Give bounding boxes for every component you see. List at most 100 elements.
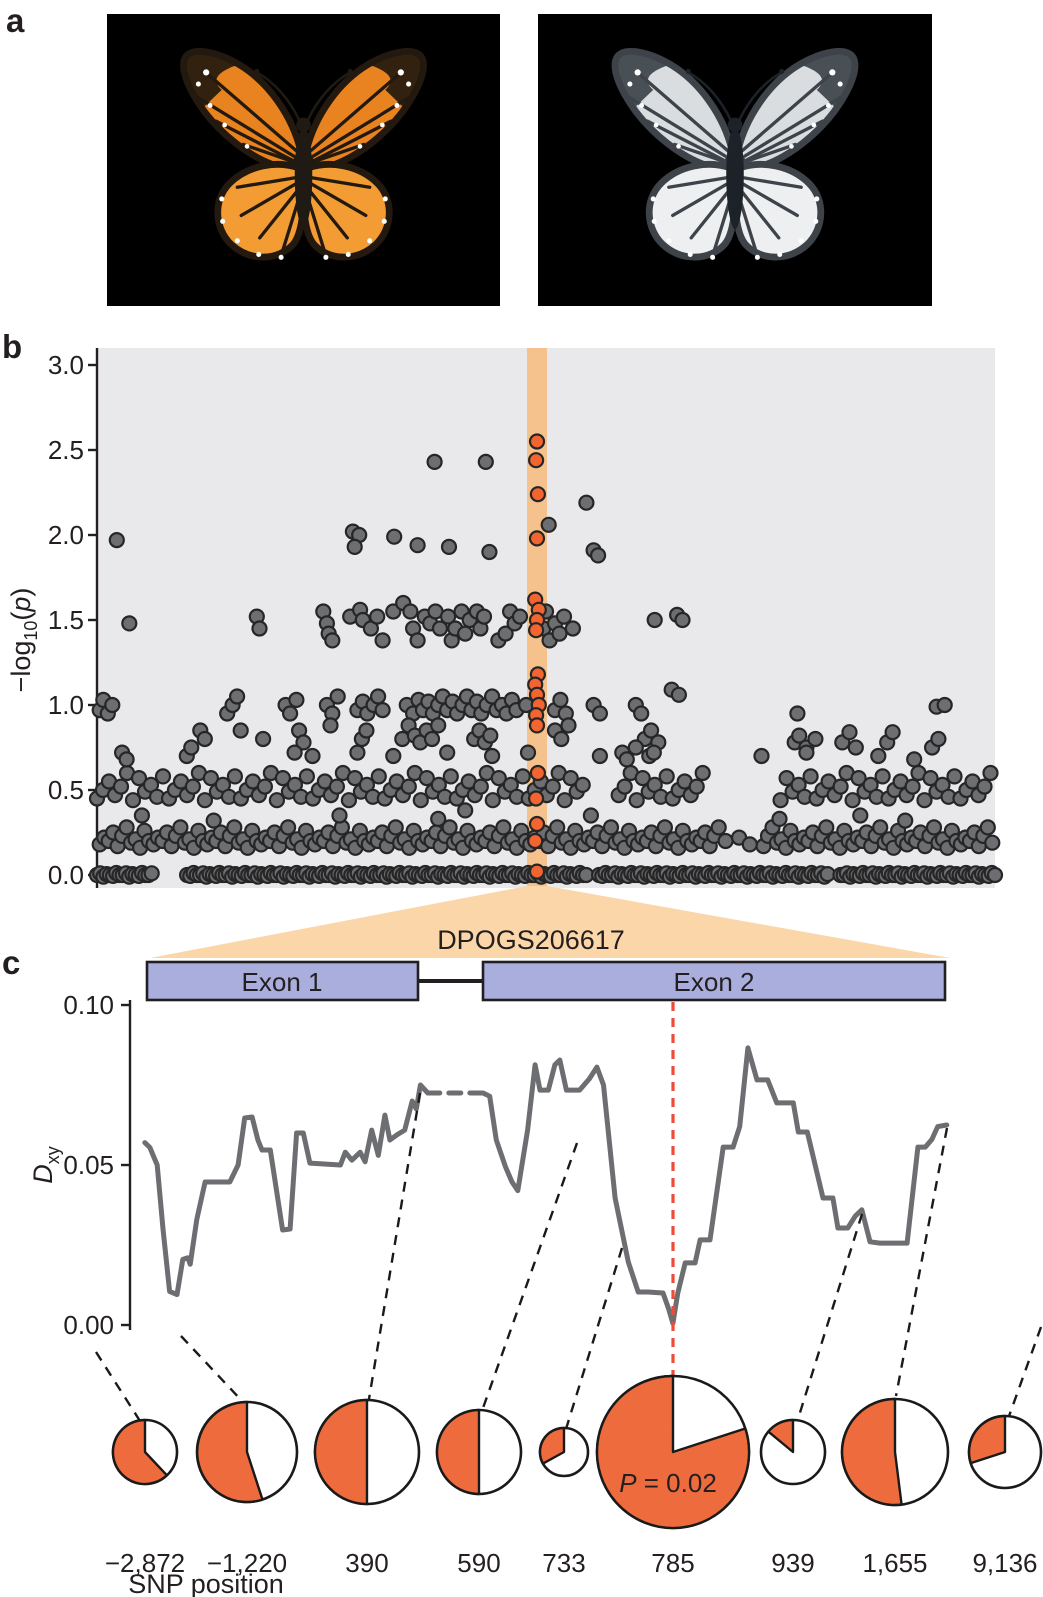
snp-position-label: 9,136 (972, 1548, 1037, 1578)
snp-position-label: −2,872 (105, 1548, 185, 1578)
scatter-point (936, 696, 953, 714)
scatter-point (771, 810, 788, 828)
dxy-curve-segment (142, 1082, 431, 1298)
scatter-point (553, 730, 570, 748)
scatter-point (409, 632, 426, 649)
scatter-point (402, 603, 419, 620)
scatter-point (329, 688, 346, 705)
panel-label-a: a (6, 2, 25, 39)
scatter-point (484, 747, 501, 765)
scatter-point (280, 819, 297, 836)
scatter-point (870, 747, 887, 765)
scatter-point (832, 778, 849, 795)
scatter-point (331, 807, 348, 824)
pie-orange-slice (767, 1418, 795, 1454)
scatter-point (322, 717, 339, 734)
scatter-point (841, 724, 858, 741)
scatter-point (514, 768, 531, 785)
panel-c-y-axis-title: Dxy (28, 1146, 63, 1184)
scatter-point (658, 768, 675, 785)
scatter-point (852, 807, 869, 824)
y-tick-label: 1.5 (48, 605, 84, 635)
scatter-point (906, 751, 923, 768)
scatter-point (118, 819, 135, 836)
snp-position-label: 733 (542, 1548, 585, 1578)
scatter-point (549, 819, 566, 836)
scatter-point (439, 744, 456, 761)
pie-connector-dashed-line (481, 1142, 579, 1409)
scatter-point (497, 625, 514, 642)
scatter-point (922, 769, 939, 787)
scatter-point-orange (527, 452, 545, 469)
scatter-point (295, 734, 312, 751)
scatter-point (457, 625, 474, 642)
scatter-point (628, 792, 645, 809)
scatter-point-orange (529, 764, 547, 782)
scatter-point (772, 792, 789, 809)
scatter-point (370, 768, 387, 785)
scatter-point (202, 769, 219, 787)
scatter-point (130, 769, 148, 787)
scatter-point (226, 819, 243, 836)
scatter-point (642, 722, 660, 739)
scatter-point-orange (527, 622, 545, 639)
scatter-point (540, 516, 557, 533)
allele-frequency-pie: −1,220 (195, 1400, 299, 1578)
scatter-point (551, 625, 568, 642)
scatter-point (481, 543, 498, 561)
scatter-point-orange (528, 815, 546, 833)
scatter-point (226, 768, 243, 785)
scatter-point (442, 768, 459, 785)
scatter-point (340, 792, 357, 809)
scatter-point-orange (528, 863, 546, 880)
pie-orange-slice (840, 1397, 903, 1507)
allele-frequency-pie: 939 (759, 1418, 827, 1578)
scatter-point (324, 632, 341, 649)
y-tick-label: 1.0 (48, 690, 84, 720)
scatter-point (172, 819, 189, 836)
panel-label-c: c (2, 944, 21, 981)
scatter-point (578, 494, 595, 511)
scatter-point (484, 792, 501, 809)
scatter-point (412, 792, 429, 809)
scatter-point (386, 528, 403, 545)
scatter-point (574, 776, 591, 794)
scatter-point-orange (528, 530, 546, 547)
pie-connector-dashed-line (94, 1351, 142, 1422)
y-tick-label: 0.00 (63, 1310, 114, 1340)
scatter-point (618, 751, 635, 768)
scatter-point (288, 691, 305, 709)
scatter-point (582, 807, 600, 824)
scatter-point (564, 620, 582, 637)
exon-1-label: Exon 1 (242, 967, 323, 997)
pie-connector-dashed-line (564, 1247, 624, 1430)
scatter-point (133, 807, 150, 824)
scatter-point (255, 730, 272, 748)
snp-position-label: 1,655 (862, 1548, 927, 1578)
exon-1-box (145, 960, 420, 1002)
scatter-point (495, 819, 512, 836)
scatter-point (982, 764, 999, 782)
snp-position-label: 785 (651, 1548, 694, 1578)
snp-position-label: −1,220 (207, 1548, 287, 1578)
scatter-point (602, 819, 620, 836)
scatter-point (717, 832, 734, 850)
dxy-curve-segment (480, 1045, 950, 1326)
scatter-point (753, 747, 770, 765)
scatter-point (143, 865, 160, 882)
scatter-point (688, 778, 705, 795)
scatter-point (477, 453, 494, 470)
scatter-point (925, 819, 943, 836)
scatter-point (418, 769, 435, 787)
orange-monarch-photo (107, 14, 500, 306)
scatter-point (298, 768, 315, 785)
y-tick-label: 0.10 (63, 990, 114, 1020)
scatter-point (286, 744, 303, 761)
pie-orange-slice (538, 1426, 566, 1465)
scatter-point-orange (529, 486, 547, 503)
scatter-point (430, 810, 447, 828)
scatter-point (976, 778, 993, 795)
scatter-point (674, 611, 691, 629)
scatter-point (346, 538, 363, 556)
